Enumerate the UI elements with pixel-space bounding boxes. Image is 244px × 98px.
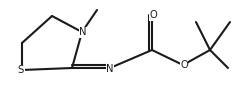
Text: O: O (149, 10, 157, 20)
Text: O: O (180, 60, 188, 70)
Text: S: S (18, 65, 24, 75)
Text: N: N (79, 27, 87, 37)
Text: N: N (106, 64, 114, 74)
